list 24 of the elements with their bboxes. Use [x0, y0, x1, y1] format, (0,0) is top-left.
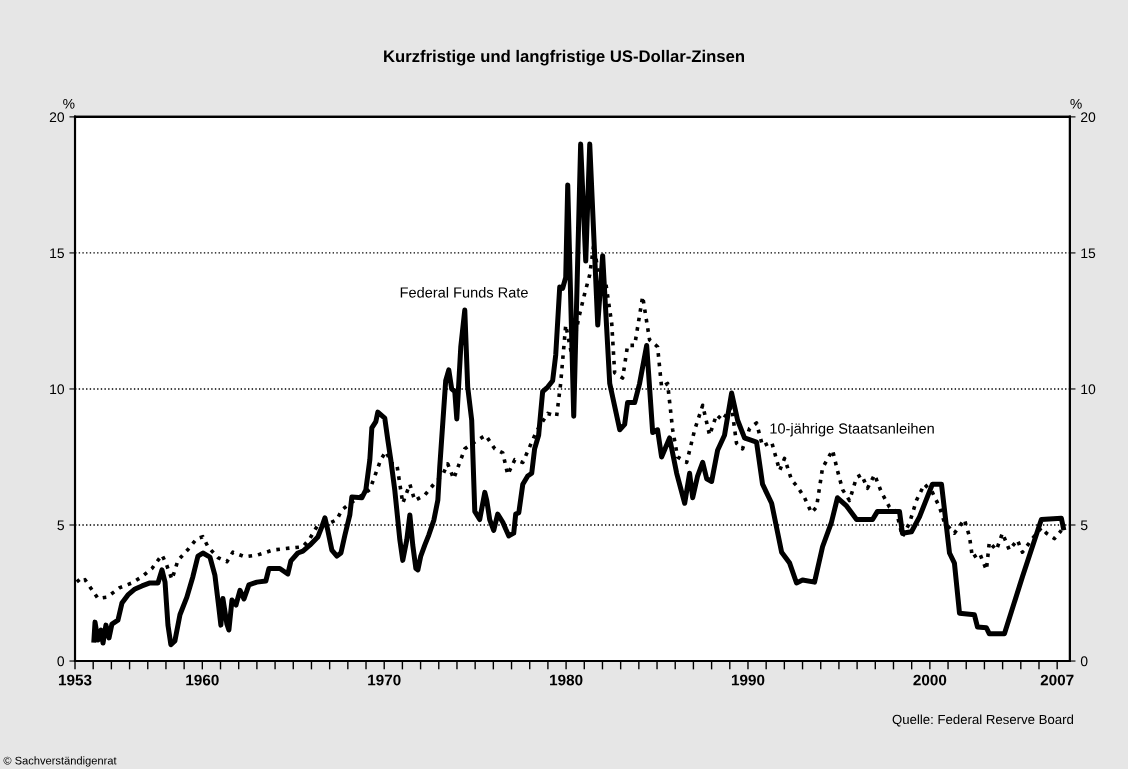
y-axis-title: % [63, 98, 75, 109]
x-tick-label: 1953 [58, 674, 92, 686]
series-label: Federal Funds Rate [400, 286, 528, 298]
chart-title: Kurzfristige und langfristige US-Dollar-Zinsen [384, 49, 745, 66]
source-note: Quelle: Federal Reserve Board [892, 714, 1074, 727]
y-tick-label: 20 [49, 112, 65, 123]
x-tick-label: 2007 [1040, 674, 1074, 686]
x-tick-label: 1980 [550, 674, 583, 686]
y2-tick-label: 5 [1080, 520, 1088, 531]
y-tick-label: 10 [50, 384, 65, 395]
series-label: 10-jährige Staatsanleihen [770, 422, 934, 437]
x-tick-label: 1960 [186, 674, 219, 686]
y2-tick-label: 20 [1081, 112, 1096, 123]
text: © Sachverständigenrat [3, 756, 117, 767]
y2-tick-label: 10 [1081, 384, 1096, 395]
y-tick-label: 15 [50, 248, 65, 259]
x-tick-label: 1970 [368, 674, 401, 686]
y-tick-label: 0 [57, 656, 65, 667]
y2-tick-label: 15 [1081, 248, 1096, 259]
y-tick-label: 5 [57, 520, 65, 531]
x-tick-label: 1990 [731, 674, 765, 686]
y2-tick-label: 0 [1080, 656, 1088, 667]
x-tick-label: 2000 [913, 674, 947, 686]
y2-axis-title: % [1070, 98, 1082, 109]
